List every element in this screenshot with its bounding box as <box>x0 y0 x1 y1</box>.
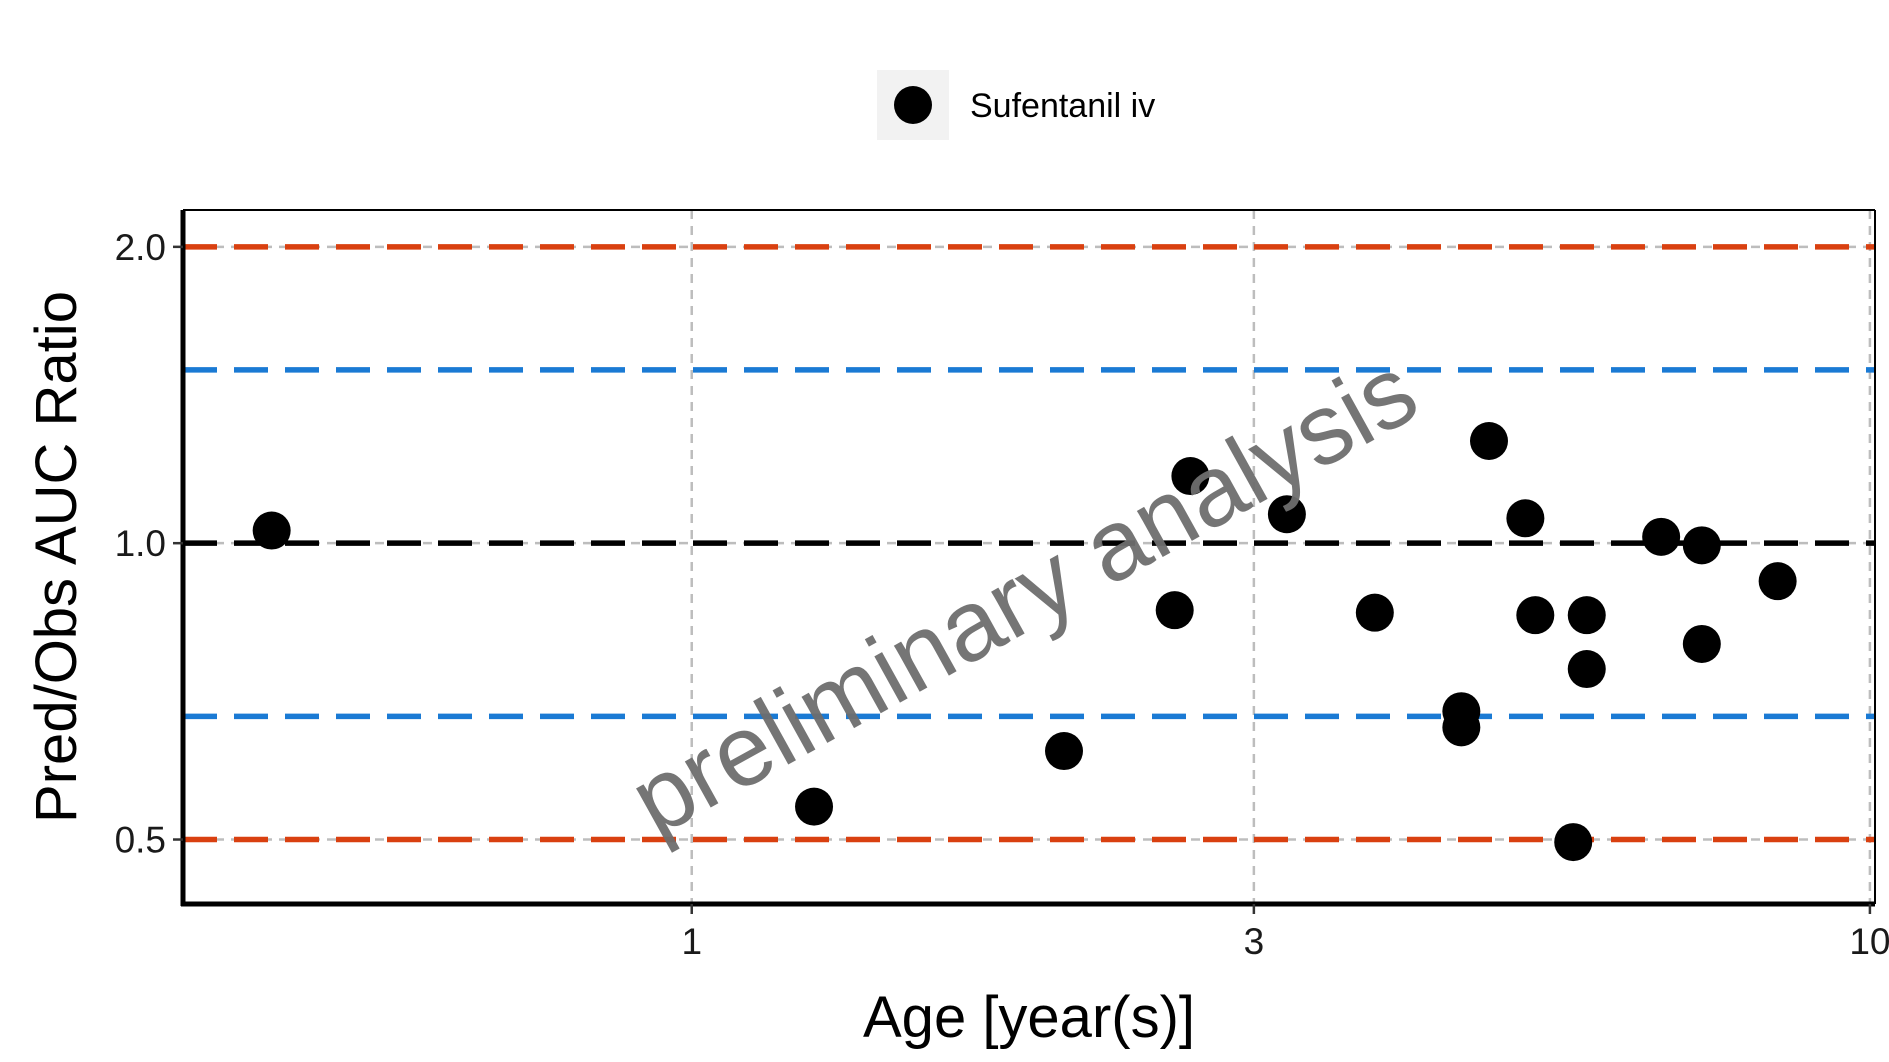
data-point-2 <box>1045 732 1084 771</box>
x-tick-label-0: 1 <box>681 921 702 962</box>
data-point-15 <box>1642 517 1681 556</box>
y-tick-label-0: 0.5 <box>115 820 166 861</box>
data-point-9 <box>1469 421 1508 460</box>
tick-labels: 1 3 10 0.5 1.0 2.0 <box>115 227 1889 962</box>
legend-label: Sufentanil iv <box>970 87 1155 125</box>
data-point-4 <box>1171 457 1210 496</box>
y-tick-label-1: 1.0 <box>115 523 166 564</box>
data-point-14 <box>1554 823 1593 862</box>
axes <box>173 209 1876 914</box>
data-point-12 <box>1567 596 1606 635</box>
data-point-16 <box>1682 624 1721 663</box>
reference-lines <box>183 244 1875 843</box>
legend-key-marker <box>894 86 932 124</box>
legend: Sufentanil iv <box>877 70 1155 140</box>
y-axis-title: Pred/Obs AUC Ratio <box>24 291 89 823</box>
data-point-18 <box>1758 562 1797 601</box>
data-point-8 <box>1442 708 1481 747</box>
plot-background <box>183 210 1875 904</box>
data-point-1 <box>795 787 834 826</box>
x-tick-label-2: 10 <box>1849 921 1889 962</box>
data-point-17 <box>1682 526 1721 565</box>
data-point-10 <box>1506 499 1545 538</box>
data-point-0 <box>252 511 291 550</box>
x-tick-label-1: 3 <box>1244 921 1265 962</box>
data-point-13 <box>1567 650 1606 689</box>
y-tick-label-2: 2.0 <box>115 227 166 268</box>
data-point-3 <box>1155 591 1194 630</box>
data-point-5 <box>1267 495 1306 534</box>
data-point-6 <box>1355 593 1394 632</box>
data-point-11 <box>1516 596 1555 635</box>
x-axis-title: Age [year(s)] <box>863 985 1195 1050</box>
data-points <box>252 421 1797 862</box>
